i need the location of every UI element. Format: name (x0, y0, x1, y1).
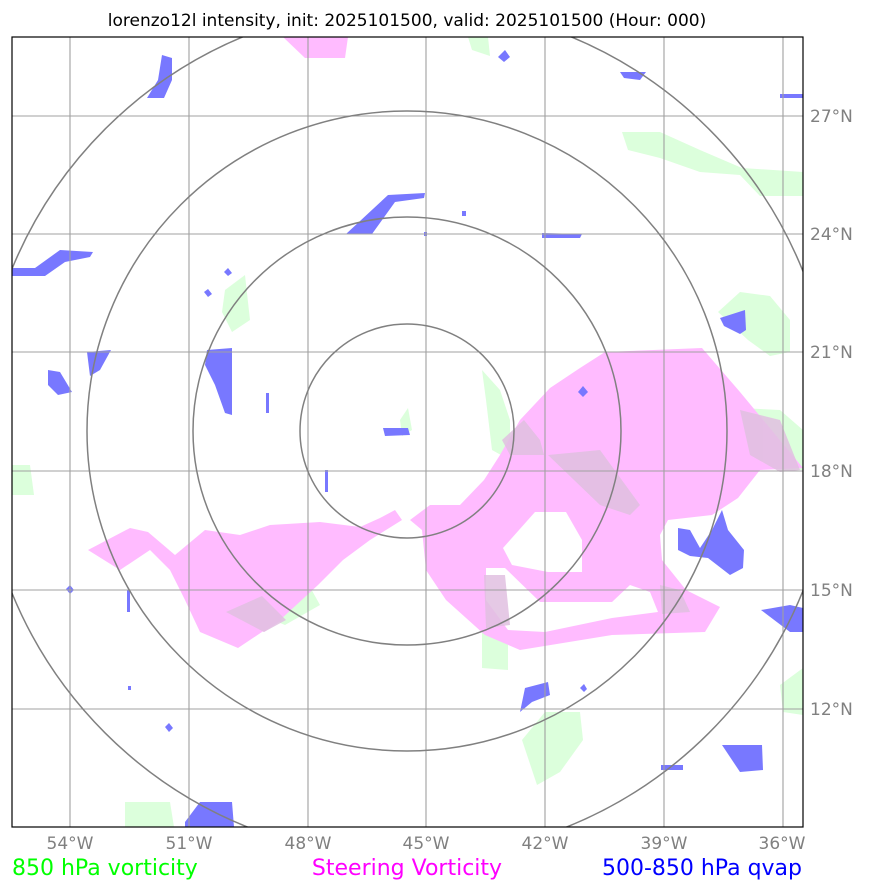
overlap-area (548, 450, 640, 515)
qvap-area (722, 745, 763, 772)
qvap-area (224, 268, 232, 276)
qvap-area (462, 211, 466, 216)
qvap-area (578, 386, 588, 397)
qvap-area (761, 605, 803, 632)
legend-qvap: 500-850 hPa qvap (602, 856, 802, 881)
vorticity-850-area (125, 802, 174, 827)
map-title: lorenzo12l intensity, init: 2025101500, … (108, 11, 706, 31)
longitude-tick-label: 51°W (166, 834, 213, 854)
latitude-tick-label: 12°N (810, 700, 853, 720)
qvap-area (12, 250, 93, 276)
legend-850-vorticity: 850 hPa vorticity (12, 856, 198, 881)
qvap-area (205, 348, 232, 415)
qvap-area (720, 310, 746, 334)
overlap-area (226, 596, 286, 632)
qvap-area (346, 193, 425, 234)
qvap-area (185, 802, 234, 827)
steering-vorticity-hole (486, 568, 658, 632)
qvap-area (204, 289, 212, 297)
longitude-tick-label: 48°W (285, 834, 332, 854)
longitude-tick-labels: 54°W 51°W 48°W 45°W 42°W 39°W 36°W (47, 834, 806, 854)
qvap-area (325, 470, 328, 492)
qvap-area (128, 686, 131, 690)
qvap-area (620, 72, 646, 80)
vorticity-850-area (482, 370, 510, 460)
steering-vorticity-holes (486, 512, 658, 632)
longitude-tick-label: 42°W (522, 834, 569, 854)
vorticity-850-area (622, 132, 803, 196)
latitude-tick-label: 27°N (810, 107, 853, 127)
latitude-tick-label: 21°N (810, 343, 853, 363)
overlap-area (660, 585, 690, 614)
latitude-tick-label: 15°N (810, 581, 853, 601)
overlap-layer (226, 410, 800, 632)
range-ring (299, 323, 515, 539)
qvap-area (520, 682, 550, 712)
overlap-area (484, 575, 510, 628)
steering-vorticity-area (88, 510, 402, 648)
latitude-tick-label: 18°N (810, 462, 853, 482)
range-ring (86, 110, 728, 752)
longitude-tick-label: 54°W (47, 834, 94, 854)
vorticity-850-area (468, 37, 490, 56)
vorticity-850-area (718, 292, 790, 356)
legend: 850 hPa vorticity Steering Vorticity 500… (12, 856, 802, 881)
qvap-area (498, 50, 510, 62)
longitude-tick-label: 36°W (759, 834, 806, 854)
qvap-area (147, 55, 172, 98)
steering-vorticity-area (283, 37, 348, 58)
qvap-area (661, 765, 683, 770)
legend-steering-vorticity: Steering Vorticity (312, 856, 502, 881)
qvap-area (48, 370, 72, 395)
qvap-area (678, 510, 744, 575)
qvap-area (127, 590, 130, 612)
qvap-area (165, 723, 173, 732)
map-frame (11, 36, 804, 828)
gridlines (12, 37, 803, 827)
longitude-tick-label: 45°W (403, 834, 450, 854)
overlap-area (740, 410, 800, 472)
steering-vorticity-hole (503, 512, 582, 572)
range-ring (192, 216, 622, 646)
qvap-area (266, 393, 269, 413)
latitude-tick-label: 24°N (810, 225, 853, 245)
range-rings (12, 37, 803, 827)
qvap-area (780, 94, 803, 98)
vorticity-850-area (12, 465, 34, 495)
qvap-area (383, 428, 410, 436)
map-plot-area (12, 37, 803, 827)
longitude-tick-label: 39°W (641, 834, 688, 854)
vorticity-850-area (780, 668, 803, 715)
latitude-tick-labels: 27°N 24°N 21°N 18°N 15°N 12°N (810, 107, 853, 720)
qvap-area (580, 684, 587, 692)
vorticity-850-area (522, 712, 583, 785)
qvap-layer (12, 50, 803, 827)
